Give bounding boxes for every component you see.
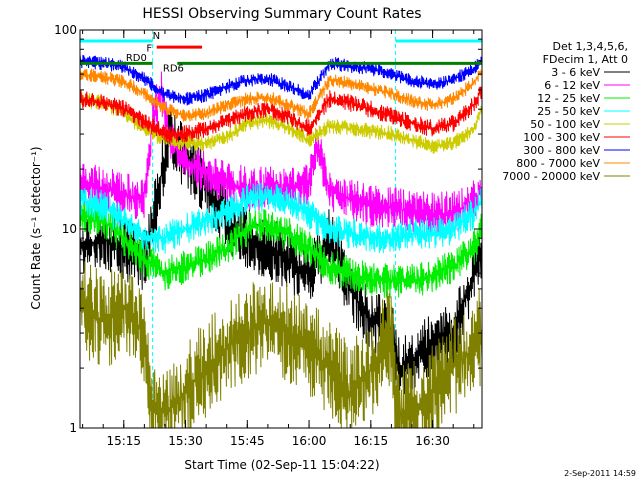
timestamp-label: 2-Sep-2011 14:59 — [564, 469, 636, 478]
legend-entry-label: 50 - 100 keV — [530, 118, 600, 131]
plot-area: RD0 RD6 NF — [80, 30, 482, 428]
x-tick-label: 15:45 — [230, 434, 265, 448]
series-line-8 — [80, 261, 482, 428]
annotation-rd0: RD0 — [126, 53, 147, 64]
y-tick-label: 10 — [62, 222, 77, 236]
x-tick-label: 15:15 — [106, 434, 141, 448]
legend-header: Det 1,3,4,5,6, — [552, 40, 628, 53]
legend-entry-label: 300 - 800 keV — [523, 144, 600, 157]
legend-entry-label: 100 - 300 keV — [523, 131, 600, 144]
series-line-2 — [80, 201, 482, 298]
x-tick-label: 16:15 — [354, 434, 389, 448]
x-axis-label: Start Time (02-Sep-11 15:04:22) — [184, 458, 379, 472]
legend-entry-label: 800 - 7000 keV — [516, 157, 600, 170]
axes: 15:15 15:30 15:45 16:00 16:15 16:30 1 10 100 — [54, 23, 483, 448]
series-line-7 — [80, 68, 482, 122]
annotation-f: F — [146, 43, 152, 54]
legend-entry-label: 3 - 6 keV — [551, 66, 600, 79]
series-line-5 — [80, 86, 482, 143]
legend-entry-label: 12 - 25 keV — [537, 92, 600, 105]
y-tick-label: 100 — [54, 23, 77, 37]
y-axis-label: Count Rate (s⁻¹ detector⁻¹) — [29, 146, 43, 309]
annotation-rd6: RD6 — [163, 63, 184, 74]
y-tick-label: 1 — [69, 421, 77, 435]
series-line-4 — [80, 92, 482, 154]
plot-inner — [80, 30, 482, 428]
legend-header: FDecim 1, Att 0 — [543, 53, 628, 66]
legend-entry-label: 7000 - 20000 keV — [502, 170, 600, 183]
legend: Det 1,3,4,5,6,FDecim 1, Att 03 - 6 keV6 … — [502, 40, 630, 183]
series-line-6 — [80, 54, 482, 106]
x-tick-label: 16:30 — [415, 434, 450, 448]
x-tick-label: 15:30 — [168, 434, 203, 448]
x-tick-label: 16:00 — [292, 434, 327, 448]
legend-entry-label: 6 - 12 keV — [544, 79, 600, 92]
chart-title: HESSI Observing Summary Count Rates — [142, 6, 421, 22]
annotation-n: N — [153, 31, 160, 42]
legend-entry-label: 25 - 50 keV — [537, 105, 600, 118]
series-line-3 — [80, 182, 482, 254]
